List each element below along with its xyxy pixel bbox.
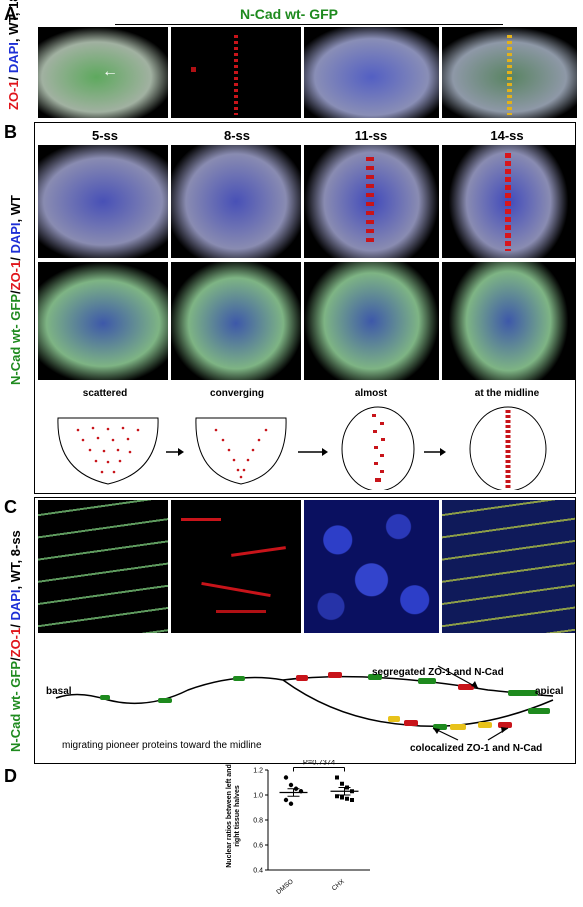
pioneer-protein-schematic: [55, 665, 554, 741]
data-point: [350, 789, 354, 794]
title-rule: [115, 24, 503, 25]
panel-b-frame: [34, 122, 576, 494]
y-tick-label: 0.4: [253, 868, 263, 875]
label-ncad: N-Cad wt- GFP: [8, 294, 23, 385]
data-point: [283, 797, 289, 803]
micrograph-b-8ss-merge: [171, 262, 301, 380]
label-dapi: DAPI: [6, 42, 21, 74]
label-zo1: ZO-1: [8, 627, 23, 658]
micrograph-a-zo1: [171, 27, 301, 118]
micrograph-c-ncad: [38, 500, 168, 633]
data-point: [283, 775, 289, 780]
micrograph-b-8ss-zo1-dapi: [171, 145, 301, 258]
label-genotype: , WT: [8, 195, 23, 223]
nuclear-ratio-chart: 0.4 0.6 0.8 1.0 1.2 DMSO CHX P=0.7374: [253, 760, 370, 896]
panel-c-letter: C: [4, 497, 17, 517]
panel-c-frame: [34, 497, 576, 764]
micrograph-c-merge: [442, 500, 575, 633]
label-basal: basal: [46, 686, 72, 697]
y-tick-label: 1.2: [253, 768, 263, 775]
label-sep: /: [8, 620, 23, 628]
micrograph-b-14ss-merge: [442, 262, 575, 380]
label-stage: , WT, 18-ss: [6, 0, 21, 43]
panel-c-side-label: N-Cad wt- GFP/ZO-1/ DAPI, WT, 8-ss: [8, 530, 23, 752]
stage-label-11ss: 11-ss: [354, 128, 388, 143]
label-colocalized: colocalized ZO-1 and N-Cad: [410, 743, 543, 754]
data-point: [288, 801, 294, 806]
y-tick-label: 0.6: [253, 843, 263, 850]
category-label: DMSO: [275, 878, 294, 896]
convergence-schematic: [57, 406, 547, 490]
label-ncad: N-Cad wt- GFP: [8, 661, 23, 752]
panel-a-letter: A: [4, 4, 17, 24]
diagram-label-almost: almost: [354, 388, 388, 399]
micrograph-b-14ss-zo1-dapi: [442, 145, 575, 258]
diagram-label-scattered: scattered: [82, 388, 128, 399]
arrow-icon: ←: [102, 63, 118, 80]
data-point: [345, 796, 349, 801]
y-tick-label: 1.0: [253, 793, 263, 800]
panel-d-letter: D: [4, 766, 17, 786]
label-slash: /: [8, 657, 23, 661]
label-zo1: ZO-1: [6, 80, 21, 110]
figure-title: N-Cad wt- GFP: [240, 6, 338, 22]
data-point: [293, 786, 299, 791]
micrograph-c-dapi: [304, 500, 439, 633]
category-label: CHX: [331, 878, 347, 893]
label-sep: /: [8, 253, 23, 261]
micrograph-b-5ss-zo1-dapi: [38, 145, 168, 258]
panel-a-side-label: ZO-1/ DAPI, WT, 18-ss: [6, 0, 21, 110]
data-point: [335, 775, 339, 780]
label-slash: /: [8, 290, 23, 294]
label-migrating: migrating pioneer proteins toward the mi…: [62, 740, 262, 751]
stage-label-8ss: 8-ss: [223, 128, 251, 143]
data-point: [335, 794, 339, 799]
micrograph-c-zo1: [171, 500, 301, 633]
panel-b-side-label: N-Cad wt- GFP/ZO-1/ DAPI, WT: [8, 195, 23, 385]
data-point: [340, 781, 344, 786]
data-point: [350, 798, 354, 802]
label-dapi: DAPI: [8, 222, 23, 254]
micrograph-a-dapi: [304, 27, 439, 118]
data-point: [340, 795, 344, 800]
micrograph-b-11ss-merge: [304, 262, 439, 380]
figure-title-text: N-Cad wt- GFP: [240, 6, 338, 22]
label-sep: /: [6, 73, 21, 81]
data-point: [288, 782, 294, 788]
label-genotype: , WT, 8-ss: [8, 530, 23, 590]
label-apical: apical: [535, 686, 564, 697]
label-zo1: ZO-1: [8, 260, 23, 291]
p-value-label: P=0.7374: [303, 760, 335, 767]
diagram-label-converging: converging: [210, 388, 264, 399]
micrograph-b-5ss-merge: [38, 262, 168, 380]
data-point: [298, 789, 304, 794]
stage-label-5ss: 5-ss: [91, 128, 119, 143]
y-tick-label: 0.8: [253, 818, 263, 825]
stage-label-14ss: 14-ss: [490, 128, 524, 143]
data-point: [345, 785, 349, 790]
label-segregated: segregated ZO-1 and N-Cad: [372, 667, 504, 678]
micrograph-b-11ss-zo1-dapi: [304, 145, 439, 258]
micrograph-a-merge: [442, 27, 577, 118]
micrograph-a-merge-green: ←: [38, 27, 168, 118]
panel-b-letter: B: [4, 122, 17, 142]
diagram-label-midline: at the midline: [474, 388, 540, 399]
label-dapi: DAPI: [8, 589, 23, 621]
